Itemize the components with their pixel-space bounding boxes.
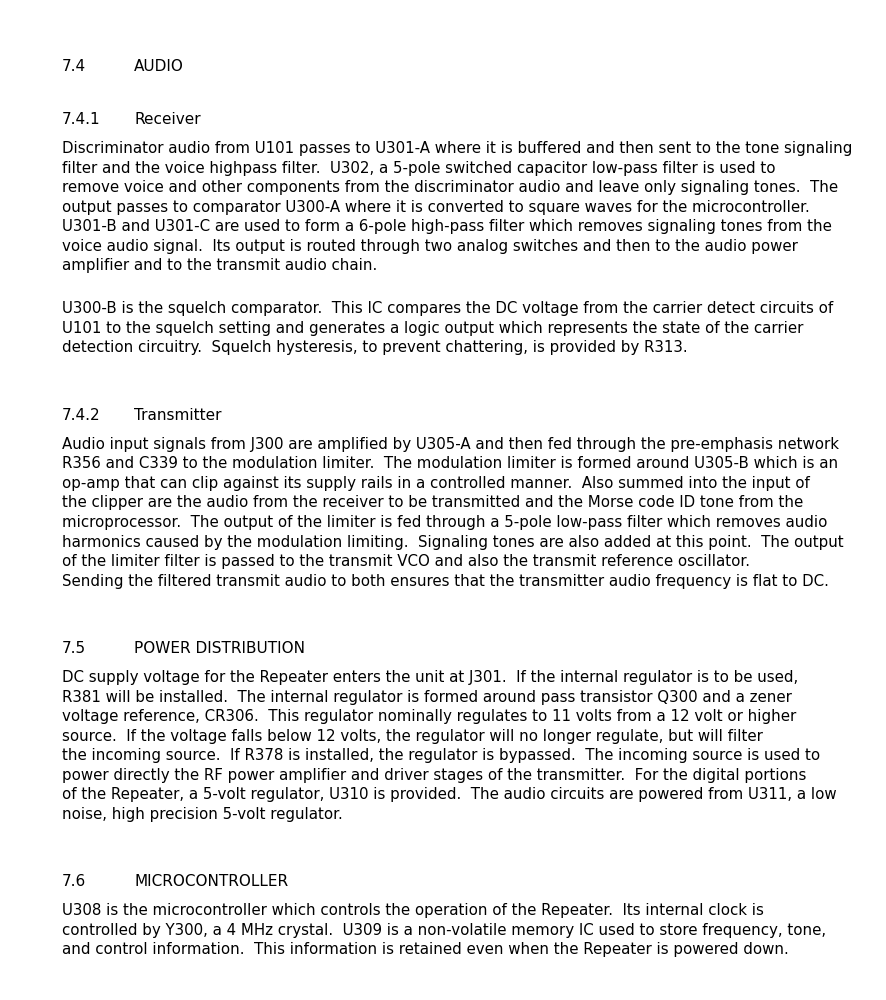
Text: Receiver: Receiver	[134, 112, 200, 127]
Text: Transmitter: Transmitter	[134, 408, 222, 423]
Text: Audio input signals from J300 are amplified by U305-A and then fed through the p: Audio input signals from J300 are amplif…	[62, 437, 839, 452]
Text: U308 is the microcontroller which controls the operation of the Repeater.  Its i: U308 is the microcontroller which contro…	[62, 903, 764, 918]
Text: remove voice and other components from the discriminator audio and leave only si: remove voice and other components from t…	[62, 180, 838, 195]
Text: of the Repeater, a 5-volt regulator, U310 is provided.  The audio circuits are p: of the Repeater, a 5-volt regulator, U31…	[62, 787, 836, 802]
Text: Sending the filtered transmit audio to both ensures that the transmitter audio f: Sending the filtered transmit audio to b…	[62, 574, 829, 588]
Text: POWER DISTRIBUTION: POWER DISTRIBUTION	[134, 641, 305, 656]
Text: output passes to comparator U300-A where it is converted to square waves for the: output passes to comparator U300-A where…	[62, 200, 814, 215]
Text: harmonics caused by the modulation limiting.  Signaling tones are also added at : harmonics caused by the modulation limit…	[62, 534, 843, 550]
Text: Discriminator audio from U101 passes to U301-A where it is buffered and then sen: Discriminator audio from U101 passes to …	[62, 141, 852, 156]
Text: microprocessor.  The output of the limiter is fed through a 5-pole low-pass filt: microprocessor. The output of the limite…	[62, 515, 828, 530]
Text: and control information.  This information is retained even when the Repeater is: and control information. This informatio…	[62, 942, 789, 957]
Text: voltage reference, CR306.  This regulator nominally regulates to 11 volts from a: voltage reference, CR306. This regulator…	[62, 709, 797, 724]
Text: amplifier and to the transmit audio chain.: amplifier and to the transmit audio chai…	[62, 258, 377, 273]
Text: MICROCONTROLLER: MICROCONTROLLER	[134, 874, 288, 889]
Text: 7.5: 7.5	[62, 641, 86, 656]
Text: U301-B and U301-C are used to form a 6-pole high-pass filter which removes signa: U301-B and U301-C are used to form a 6-p…	[62, 219, 832, 234]
Text: the clipper are the audio from the receiver to be transmitted and the Morse code: the clipper are the audio from the recei…	[62, 495, 804, 510]
Text: 7.4.2: 7.4.2	[62, 408, 101, 423]
Text: voice audio signal.  Its output is routed through two analog switches and then t: voice audio signal. Its output is routed…	[62, 238, 798, 253]
Text: U300-B is the squelch comparator.  This IC compares the DC voltage from the carr: U300-B is the squelch comparator. This I…	[62, 302, 833, 316]
Text: controlled by Y300, a 4 MHz crystal.  U309 is a non-volatile memory IC used to s: controlled by Y300, a 4 MHz crystal. U30…	[62, 923, 826, 938]
Text: power directly the RF power amplifier and driver stages of the transmitter.  For: power directly the RF power amplifier an…	[62, 768, 806, 783]
Text: R381 will be installed.  The internal regulator is formed around pass transistor: R381 will be installed. The internal reg…	[62, 690, 792, 705]
Text: noise, high precision 5-volt regulator.: noise, high precision 5-volt regulator.	[62, 807, 343, 822]
Text: the incoming source.  If R378 is installed, the regulator is bypassed.  The inco: the incoming source. If R378 is installe…	[62, 748, 820, 763]
Text: filter and the voice highpass filter.  U302, a 5-pole switched capacitor low-pas: filter and the voice highpass filter. U3…	[62, 160, 775, 176]
Text: U101 to the squelch setting and generates a logic output which represents the st: U101 to the squelch setting and generate…	[62, 321, 804, 336]
Text: detection circuitry.  Squelch hysteresis, to prevent chattering, is provided by : detection circuitry. Squelch hysteresis,…	[62, 340, 688, 355]
Text: op-amp that can clip against its supply rails in a controlled manner.  Also summ: op-amp that can clip against its supply …	[62, 476, 810, 491]
Text: R356 and C339 to the modulation limiter.  The modulation limiter is formed aroun: R356 and C339 to the modulation limiter.…	[62, 456, 838, 472]
Text: DC supply voltage for the Repeater enters the unit at J301.  If the internal reg: DC supply voltage for the Repeater enter…	[62, 670, 798, 685]
Text: 7.4.1: 7.4.1	[62, 112, 101, 127]
Text: AUDIO: AUDIO	[134, 59, 184, 74]
Text: of the limiter filter is passed to the transmit VCO and also the transmit refere: of the limiter filter is passed to the t…	[62, 554, 755, 569]
Text: 7.6: 7.6	[62, 874, 86, 889]
Text: source.  If the voltage falls below 12 volts, the regulator will no longer regul: source. If the voltage falls below 12 vo…	[62, 729, 763, 744]
Text: 7.4: 7.4	[62, 59, 86, 74]
